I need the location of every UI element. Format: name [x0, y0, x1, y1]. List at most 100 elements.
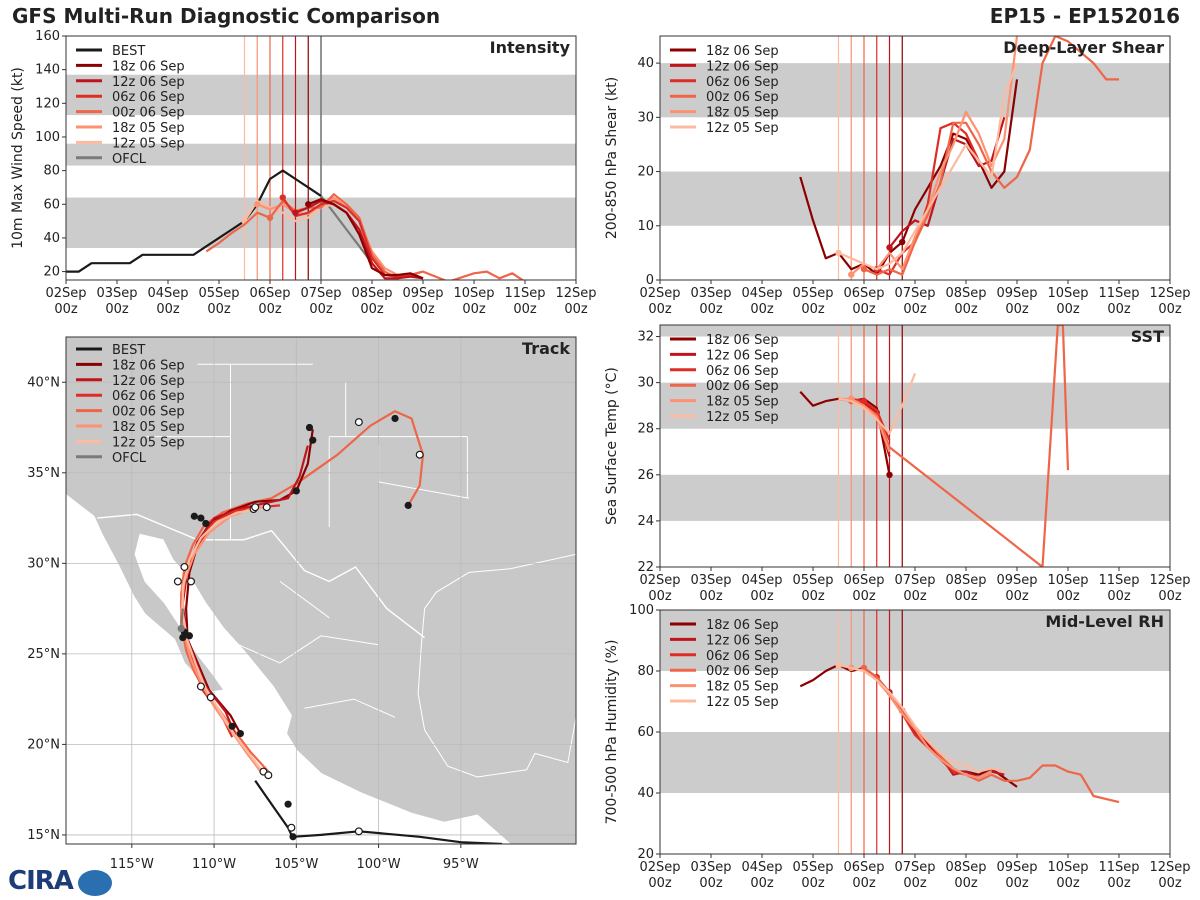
x-tick-label: 00z: [207, 302, 231, 317]
legend-label: 18z 06 Sep: [706, 333, 779, 348]
track-marker-filled: [292, 487, 300, 495]
legend-label: 00z 06 Sep: [112, 405, 185, 420]
globe-icon: [78, 870, 112, 896]
series-line-12z-06-sep: [295, 199, 424, 280]
legend-label: OFCL: [112, 451, 147, 466]
track-marker-filled: [284, 800, 292, 808]
x-tick-label: 12Sep: [1149, 860, 1190, 875]
lat-tick-label: 35°N: [27, 466, 60, 481]
x-tick-label: 12Sep: [1149, 573, 1190, 588]
shaded-band: [660, 325, 1170, 337]
series-line-12z-05-sep: [838, 663, 1005, 773]
track-marker-open: [196, 682, 205, 691]
series-line-ofcl: [320, 195, 373, 264]
series-marker: [835, 249, 842, 257]
track-marker-filled: [236, 729, 244, 738]
map-frame: [65, 336, 577, 845]
y-tick-label: 160: [35, 29, 60, 44]
y-axis-label: 10m Max Wind Speed (kt): [10, 67, 26, 249]
track-marker-open: [173, 577, 182, 586]
legend-label: OFCL: [112, 152, 147, 167]
state-border: [279, 580, 330, 619]
legend-label: 12z 05 Sep: [112, 136, 185, 151]
y-axis-label: 200-850 hPa Shear (kt): [604, 77, 620, 239]
x-tick-label: 09Sep: [996, 286, 1037, 301]
series-marker: [848, 271, 855, 278]
y-tick-label: 26: [637, 468, 654, 483]
plot-area: [66, 36, 576, 280]
shaded-band: [660, 382, 1170, 429]
legend-label: 06z 06 Sep: [706, 364, 779, 379]
series-marker: [886, 471, 893, 479]
legend-label: 18z 06 Sep: [706, 618, 779, 633]
panel-intensity: 02Sep00z03Sep00z04Sep00z05Sep00z06Sep00z…: [10, 29, 597, 317]
track-marker-filled: [289, 833, 297, 841]
series-marker: [886, 244, 893, 251]
x-tick-label: 00z: [309, 302, 333, 317]
x-tick-label: 09Sep: [996, 573, 1037, 588]
series-line-06z-06-sep: [281, 196, 424, 280]
y-tick-label: 22: [637, 560, 654, 575]
series-marker: [254, 201, 261, 208]
series-marker: [292, 209, 299, 216]
panel-shear: 02Sep00z03Sep00z04Sep00z05Sep00z06Sep00z…: [604, 35, 1191, 317]
track-marker-filled: [179, 633, 187, 642]
x-tick-label: 00z: [1107, 589, 1131, 604]
x-tick-label: 12Sep: [1149, 286, 1190, 301]
y-tick-label: 28: [637, 422, 654, 437]
state-border: [304, 698, 396, 718]
x-tick-label: 06Sep: [249, 286, 290, 301]
x-tick-label: 12Sep: [555, 286, 596, 301]
x-tick-label: 06Sep: [843, 860, 884, 875]
x-tick-label: 08Sep: [945, 286, 986, 301]
x-tick-label: 00z: [699, 302, 723, 317]
track-marker-filled: [309, 436, 317, 444]
x-tick-label: 09Sep: [996, 860, 1037, 875]
x-tick-label: 00z: [411, 302, 435, 317]
series-line-06z-06-sep: [876, 121, 993, 276]
y-tick-label: 60: [43, 197, 60, 212]
lon-tick-label: 115°W: [110, 857, 154, 872]
x-tick-label: 00z: [954, 876, 978, 891]
legend-label: 18z 05 Sep: [112, 121, 185, 136]
x-tick-label: 07Sep: [894, 860, 935, 875]
x-tick-label: 00z: [1005, 302, 1029, 317]
legend-label: 06z 06 Sep: [112, 90, 185, 105]
x-tick-label: 00z: [750, 302, 774, 317]
panel-title: Intensity: [490, 38, 571, 57]
y-tick-label: 40: [43, 231, 60, 246]
panel-rh: 02Sep00z03Sep00z04Sep00z05Sep00z06Sep00z…: [604, 603, 1191, 891]
x-tick-label: 00z: [54, 302, 78, 317]
panel-sst: 02Sep00z03Sep00z04Sep00z05Sep00z06Sep00z…: [604, 324, 1191, 604]
lat-tick-label: 20°N: [27, 737, 60, 752]
x-tick-label: 11Sep: [504, 286, 545, 301]
x-tick-label: 08Sep: [945, 573, 986, 588]
legend-label: 12z 06 Sep: [112, 75, 185, 90]
series-marker: [899, 238, 906, 246]
track-marker-filled: [190, 512, 198, 520]
x-tick-label: 05Sep: [792, 573, 833, 588]
y-tick-label: 40: [637, 786, 654, 801]
x-tick-label: 11Sep: [1098, 286, 1139, 301]
lat-tick-label: 30°N: [27, 556, 60, 571]
x-tick-label: 06Sep: [843, 573, 884, 588]
plot-area: [660, 610, 1170, 854]
track-marker-open: [262, 503, 271, 512]
y-tick-label: 80: [43, 164, 60, 179]
x-tick-label: 09Sep: [402, 286, 443, 301]
lat-tick-label: 40°N: [27, 375, 60, 390]
x-tick-label: 00z: [462, 302, 486, 317]
x-tick-label: 02Sep: [639, 286, 680, 301]
lon-tick-label: 110°W: [192, 857, 236, 872]
legend-label: 18z 05 Sep: [706, 106, 779, 121]
series-line-18z-05-sep: [838, 397, 891, 453]
shaded-band: [660, 474, 1170, 521]
x-tick-label: 04Sep: [741, 573, 782, 588]
track-marker-open: [187, 577, 196, 586]
track-marker-open: [415, 450, 424, 459]
x-tick-label: 05Sep: [792, 860, 833, 875]
x-tick-label: 00z: [903, 589, 927, 604]
shaded-band: [660, 171, 1170, 226]
series-line-00z-06-sep: [863, 667, 1120, 804]
